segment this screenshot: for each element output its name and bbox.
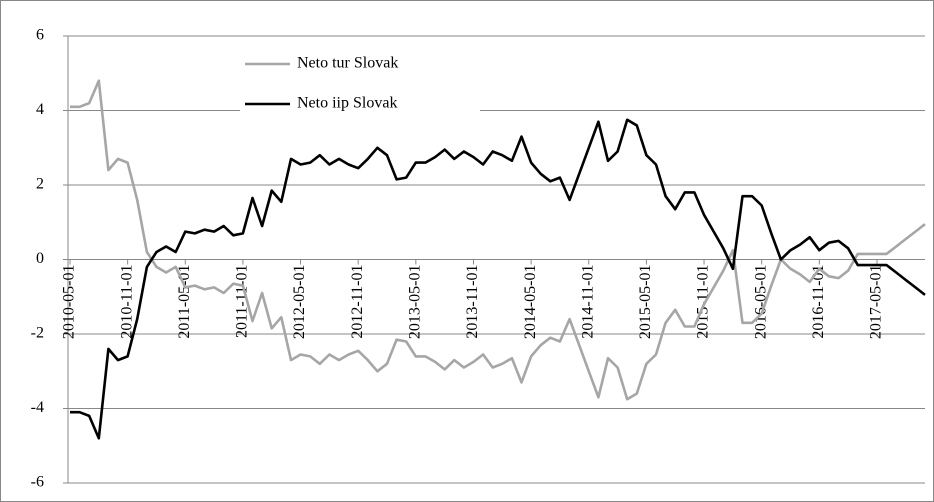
y-tick-label: -4	[31, 399, 44, 416]
y-tick-label: 4	[36, 101, 44, 118]
x-tick-label: 2010-11-01	[118, 265, 135, 339]
legend-label: Neto tur Slovak	[297, 55, 398, 72]
x-tick-label: 2012-05-01	[291, 265, 308, 340]
x-tick-label: 2011-05-01	[176, 265, 193, 339]
x-tick-label: 2013-11-01	[464, 265, 481, 339]
series-line	[70, 118, 926, 440]
series-line	[70, 79, 926, 401]
x-tick-label: 2014-05-01	[522, 265, 539, 340]
legend-label: Neto iip Slovak	[297, 95, 397, 112]
y-tick-label: 6	[36, 27, 44, 44]
x-tick-label: 2016-11-01	[810, 265, 827, 339]
x-tick-label: 2013-05-01	[407, 265, 424, 340]
y-tick-label: -2	[31, 325, 44, 342]
y-tick-label: -6	[31, 474, 44, 491]
x-tick-label: 2015-11-01	[695, 265, 712, 339]
x-tick-label: 2012-11-01	[349, 265, 366, 339]
x-tick-label: 2010-05-01	[61, 265, 78, 340]
x-tick-label: 2014-11-01	[579, 265, 596, 339]
x-tick-label: 2011-11-01	[234, 265, 251, 338]
x-tick-label: 2017-05-01	[868, 265, 885, 340]
y-tick-label: 0	[36, 250, 44, 267]
x-tick-label: 2015-05-01	[637, 265, 654, 340]
y-tick-label: 2	[36, 176, 44, 193]
x-tick-label: 2016-05-01	[752, 265, 769, 340]
